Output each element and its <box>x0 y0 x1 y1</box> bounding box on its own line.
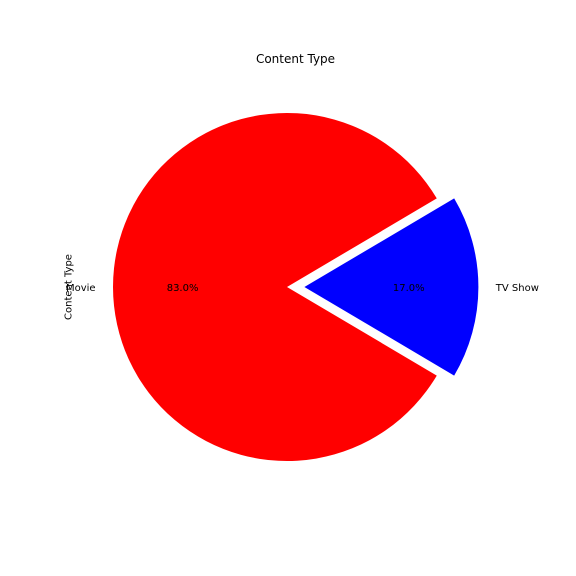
pie-slice-movie <box>113 112 437 462</box>
slice-percent-label: 83.0% <box>167 283 199 294</box>
slice-label: Movie <box>66 283 96 294</box>
y-axis-label: Content Type <box>64 254 75 320</box>
pie-slices: Movie 83.0% TV Show 17.0% <box>66 112 539 462</box>
slice-percent-label: 17.0% <box>393 283 425 294</box>
slice-label: TV Show <box>495 283 539 294</box>
pie-slice-tv-show <box>304 198 479 376</box>
chart-title: Content Type <box>256 52 335 66</box>
